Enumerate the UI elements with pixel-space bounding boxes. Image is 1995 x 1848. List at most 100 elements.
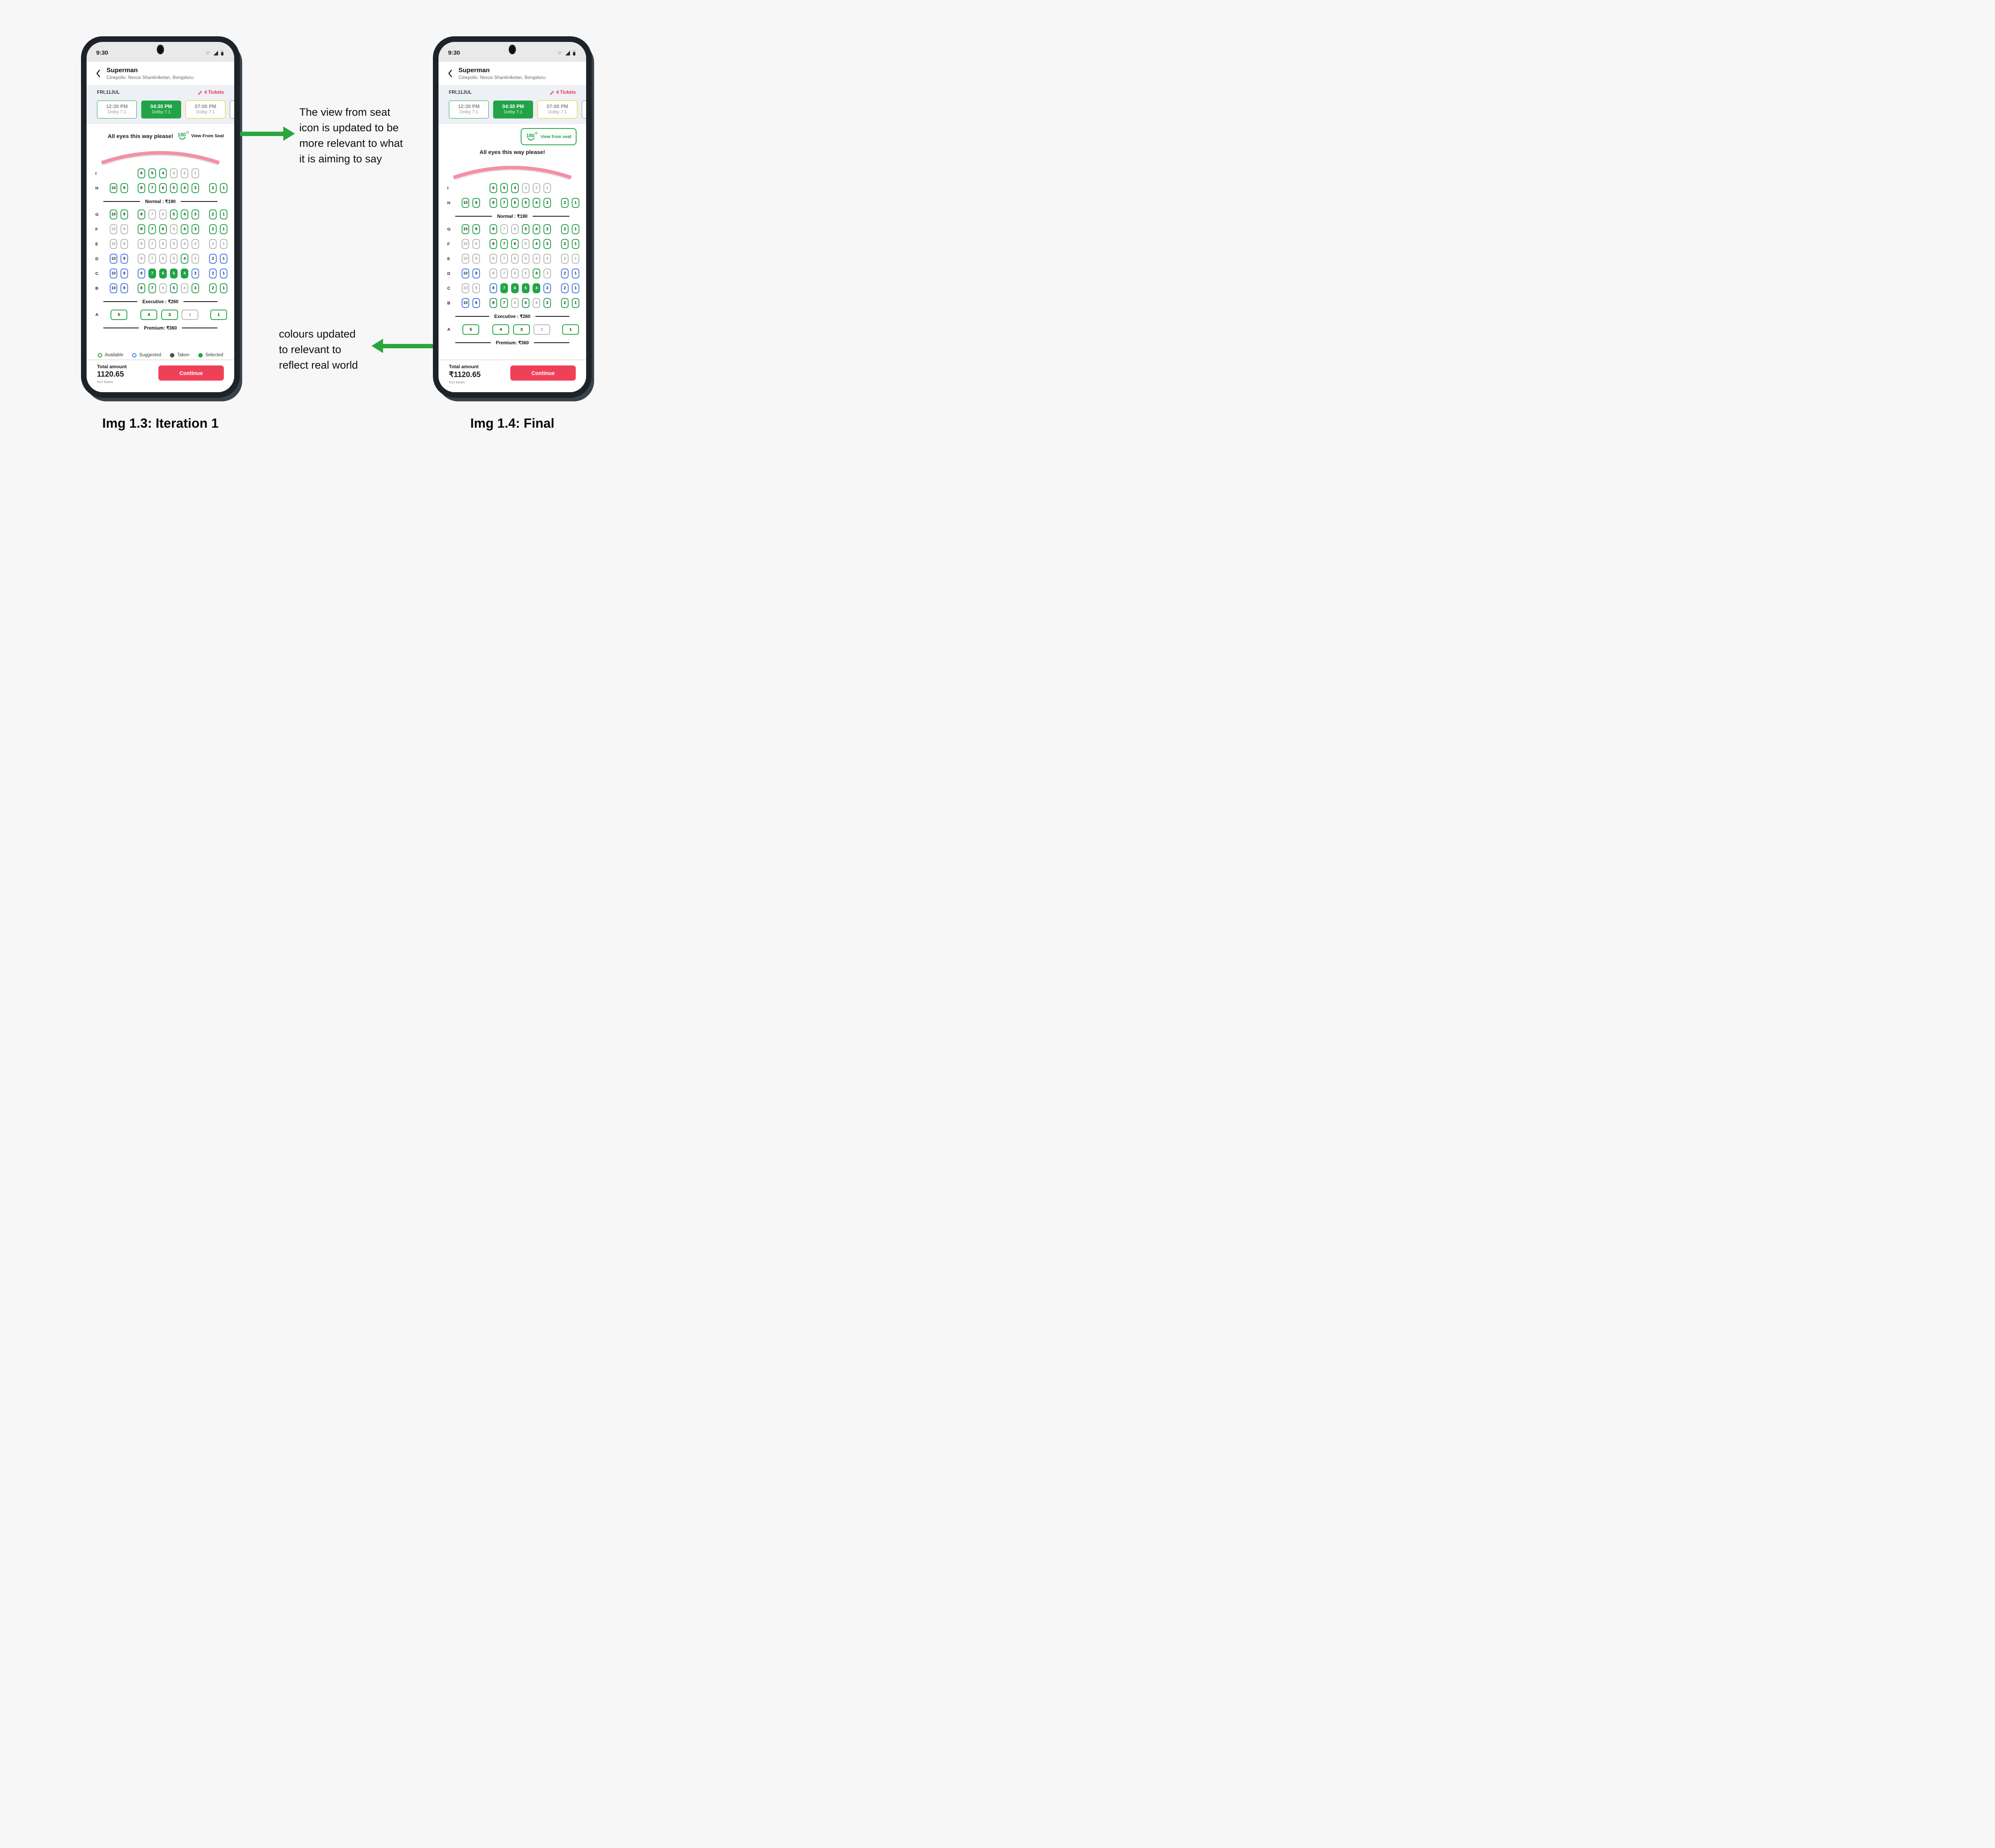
seat[interactable]: 3 — [192, 254, 199, 264]
seat[interactable]: 2 — [209, 183, 217, 193]
seat[interactable]: 7 — [500, 254, 508, 264]
seat[interactable]: 2 — [209, 209, 217, 219]
seat[interactable]: 2 — [561, 283, 569, 293]
seat[interactable]: 1 — [562, 324, 579, 335]
seat[interactable]: 8 — [138, 283, 145, 293]
seat[interactable]: 2 — [209, 239, 217, 249]
seat[interactable]: 9 — [120, 183, 128, 193]
seat[interactable]: 10 — [110, 183, 117, 193]
seat[interactable]: 9 — [120, 239, 128, 249]
seat[interactable]: 7 — [500, 298, 508, 308]
showtime-chip[interactable]: 07:00 PM Dolby 7.1 — [186, 101, 225, 118]
seat[interactable]: 3 — [543, 198, 551, 208]
seat[interactable]: 3 — [192, 239, 199, 249]
seat[interactable]: 6 — [159, 269, 167, 278]
continue-button[interactable]: Continue — [510, 365, 576, 381]
seat[interactable]: 5 — [170, 209, 178, 219]
seat[interactable]: 2 — [181, 168, 188, 178]
showtime-chip[interactable]: 04:30 PM Dolby 7.1 — [141, 101, 181, 118]
seat[interactable]: 4 — [533, 283, 540, 293]
seat[interactable]: 5 — [522, 298, 529, 308]
view-from-seat-link[interactable]: 180 View From Seat — [177, 130, 224, 141]
seat[interactable]: 4 — [159, 168, 167, 178]
seat[interactable]: 3 — [543, 283, 551, 293]
seat[interactable]: 3 — [543, 239, 551, 249]
seat[interactable]: 8 — [138, 254, 145, 264]
seat[interactable]: 2 — [533, 324, 550, 335]
seat[interactable]: 6 — [159, 283, 167, 293]
seat[interactable]: 3 — [543, 269, 551, 278]
seat[interactable]: 2 — [182, 309, 198, 320]
seat[interactable]: 10 — [462, 269, 469, 278]
seat[interactable]: 4 — [533, 298, 540, 308]
showtime-chip[interactable] — [582, 101, 586, 118]
showtime-chip[interactable]: 12:30 PM Dolby 7.1 — [97, 101, 137, 118]
seat[interactable]: 5 — [522, 239, 529, 249]
seat[interactable]: 3 — [522, 183, 529, 193]
seat[interactable]: 1 — [220, 183, 227, 193]
showtime-chip[interactable] — [230, 101, 234, 118]
seat[interactable]: 9 — [120, 254, 128, 264]
seat[interactable]: 1 — [220, 269, 227, 278]
seat[interactable]: 1 — [220, 224, 227, 234]
seat[interactable]: 3 — [192, 269, 199, 278]
seat[interactable]: 5 — [522, 254, 529, 264]
seat[interactable]: 7 — [500, 224, 508, 234]
seat[interactable]: 9 — [472, 283, 480, 293]
seat[interactable]: 3 — [192, 209, 199, 219]
seat[interactable]: 10 — [462, 298, 469, 308]
showtime-chip[interactable]: 12:30 PM Dolby 7.1 — [449, 101, 489, 118]
showtime-chip[interactable]: 04:30 PM Dolby 7.1 — [493, 101, 533, 118]
seat[interactable]: 4 — [533, 269, 540, 278]
seat[interactable]: 3 — [543, 254, 551, 264]
seat[interactable]: 6 — [511, 198, 519, 208]
seat[interactable]: 2 — [561, 254, 569, 264]
view-from-seat-button[interactable]: 180 View from seat — [520, 128, 577, 145]
seat[interactable]: 1 — [220, 239, 227, 249]
seat[interactable]: 4 — [181, 209, 188, 219]
seat[interactable]: 10 — [462, 254, 469, 264]
seat[interactable]: 7 — [148, 239, 156, 249]
tickets-edit[interactable]: 4 Tickets — [198, 90, 224, 95]
seat[interactable]: 10 — [110, 209, 117, 219]
seat[interactable]: 1 — [572, 283, 579, 293]
seat[interactable]: 8 — [490, 198, 497, 208]
seat[interactable]: 10 — [462, 224, 469, 234]
seat[interactable]: 8 — [490, 269, 497, 278]
seat[interactable]: 5 — [522, 224, 529, 234]
seat[interactable]: 7 — [500, 269, 508, 278]
seat[interactable]: 9 — [472, 239, 480, 249]
seat[interactable]: 10 — [110, 239, 117, 249]
seat[interactable]: 4 — [492, 324, 509, 335]
seat[interactable]: 6 — [159, 254, 167, 264]
seat[interactable]: 4 — [181, 239, 188, 249]
seat[interactable]: 2 — [561, 239, 569, 249]
seat[interactable]: 10 — [110, 269, 117, 278]
seat[interactable]: 1 — [572, 298, 579, 308]
showtime-chip[interactable]: 07:00 PM Dolby 7.1 — [537, 101, 577, 118]
seat[interactable]: 2 — [533, 183, 540, 193]
seat[interactable]: 3 — [543, 298, 551, 308]
seat[interactable]: 5 — [170, 183, 178, 193]
seat[interactable]: 10 — [110, 224, 117, 234]
seat[interactable]: 8 — [490, 224, 497, 234]
seat[interactable]: 6 — [511, 269, 519, 278]
seat[interactable]: 6 — [511, 298, 519, 308]
seat[interactable]: 8 — [490, 254, 497, 264]
seat[interactable]: 1 — [210, 309, 227, 320]
seat[interactable]: 5 — [170, 269, 178, 278]
seat[interactable]: 7 — [500, 239, 508, 249]
seat[interactable]: 1 — [543, 183, 551, 193]
seat[interactable]: 9 — [472, 198, 480, 208]
seat[interactable]: 2 — [561, 269, 569, 278]
seat[interactable]: 2 — [209, 254, 217, 264]
seat[interactable]: 10 — [462, 198, 469, 208]
seat[interactable]: 9 — [472, 224, 480, 234]
seat[interactable]: 6 — [511, 254, 519, 264]
seat[interactable]: 7 — [500, 198, 508, 208]
seat[interactable]: 6 — [159, 209, 167, 219]
seat[interactable]: 2 — [561, 298, 569, 308]
seat[interactable]: 6 — [490, 183, 497, 193]
seat[interactable]: 5 — [522, 198, 529, 208]
seat[interactable]: 9 — [120, 209, 128, 219]
